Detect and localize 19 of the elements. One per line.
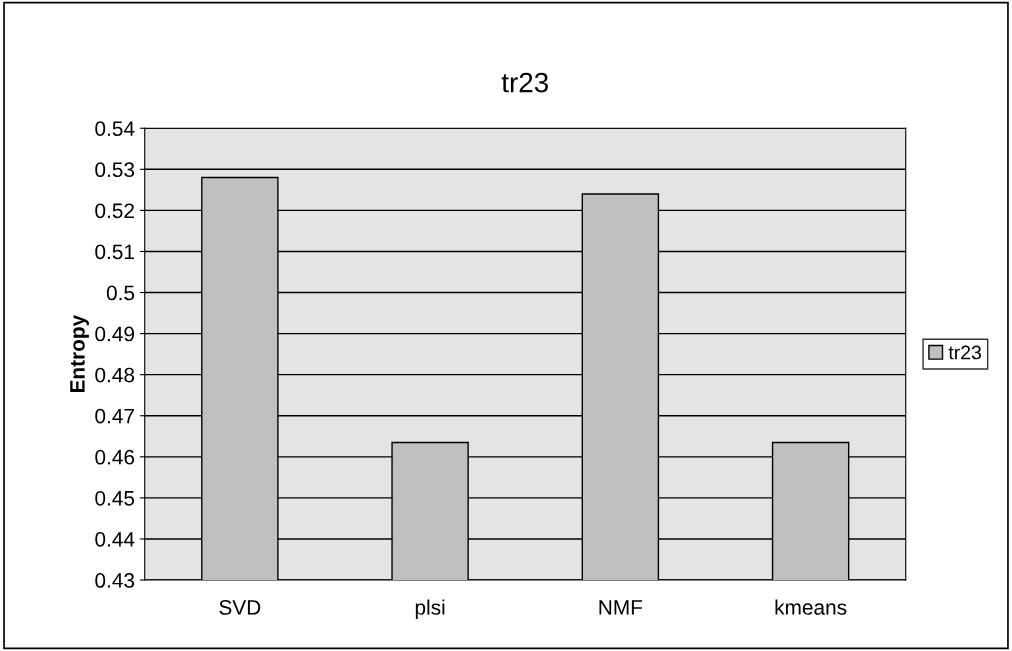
x-tick-label: NMF <box>599 600 643 615</box>
chart-title: tr23 <box>501 72 548 93</box>
y-tick-label: 0.44 <box>95 531 135 547</box>
y-tick-label: 0.47 <box>95 408 134 424</box>
y-tick-label: 0.45 <box>95 490 135 506</box>
y-axis-title: Entropy <box>70 314 89 393</box>
y-tick-label: 0.52 <box>95 203 134 219</box>
y-tick-label: 0.54 <box>95 121 135 136</box>
y-tick-label: 0.5 <box>106 285 135 301</box>
y-tick-label: 0.48 <box>95 367 135 383</box>
x-tick-label: plsi <box>415 599 445 619</box>
legend-label: tr23 <box>948 345 981 360</box>
x-tick-label: SVD <box>219 600 261 615</box>
y-tick-label: 0.53 <box>95 162 135 178</box>
y-tick-label: 0.51 <box>95 244 134 260</box>
y-tick-label: 0.43 <box>95 573 135 588</box>
y-tick-label: 0.49 <box>95 326 135 342</box>
y-tick-label: 0.46 <box>95 449 135 465</box>
x-tick-label: kmeans <box>775 599 847 615</box>
